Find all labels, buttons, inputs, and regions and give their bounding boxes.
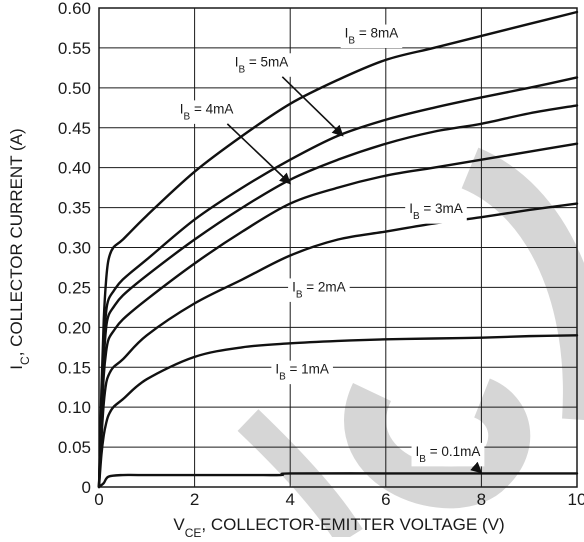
curve-label: IB = 3mA <box>409 201 463 222</box>
curve-label-background <box>405 200 467 224</box>
curve-label: IB = 0.1mA <box>416 444 481 465</box>
curve-label: IB = 5mA <box>235 54 289 75</box>
y-tick-label: 0.05 <box>58 438 91 457</box>
y-tick-label: 0.25 <box>58 278 91 297</box>
curve-label-background <box>230 53 293 77</box>
y-tick-label: 0.50 <box>58 79 91 98</box>
x-tick-label: 0 <box>94 490 103 509</box>
curve-label-group: IB = 1mA <box>271 360 333 385</box>
y-tick-label: 0.55 <box>58 39 91 58</box>
series-line-ib-1ma <box>97 334 579 489</box>
curve-labels: IB = 8mA IB = 5mA IB = 4mA IB = 3mA IB = 2mA… <box>175 24 485 474</box>
curve-label-background <box>288 278 350 302</box>
y-tick-label: 0.15 <box>58 358 91 377</box>
label-arrow <box>226 123 292 185</box>
y-tick-label: 0.30 <box>58 239 91 258</box>
series-line-ib-0p1ma <box>97 472 579 489</box>
curve-label-background <box>271 360 333 385</box>
y-tick-label: 0 <box>82 478 91 497</box>
x-tick-label: 6 <box>381 490 390 509</box>
curve-label-group: IB = 4mA <box>175 100 292 185</box>
watermark-arc-right <box>460 147 584 420</box>
x-tick-label: 4 <box>285 490 294 509</box>
watermark-arc-bottom <box>237 409 363 542</box>
curve-label-group: IB = 2mA <box>288 278 350 302</box>
curve-label: IB = 8mA <box>345 26 399 47</box>
curve-label-background <box>340 24 403 49</box>
series-line-ib-4ma <box>97 104 579 489</box>
curve-label: IB = 1mA <box>275 362 329 383</box>
curve-label-background <box>411 442 485 467</box>
series-line-ib-3ma <box>97 142 579 489</box>
curve-label-background <box>175 100 238 124</box>
y-tick-label: 0.45 <box>58 119 91 138</box>
x-tick-label: 2 <box>190 490 199 509</box>
x-tick-label: 10 <box>568 490 584 509</box>
plot-frame <box>98 7 578 488</box>
curves <box>97 10 579 489</box>
x-tick-label: 8 <box>477 490 486 509</box>
x-axis-title: VCE, COLLECTOR-EMITTER VOLTAGE (V) <box>173 515 504 537</box>
watermark-arc-lower <box>344 378 531 509</box>
watermark-logo <box>237 147 584 542</box>
label-arrow <box>281 76 344 137</box>
series-line-ib-8ma <box>97 10 579 489</box>
curve-label: IB = 2mA <box>292 279 346 300</box>
label-arrow <box>470 461 483 474</box>
y-tick-label: 0.10 <box>58 398 91 417</box>
y-tick-label: 0.60 <box>58 0 91 18</box>
grid <box>98 7 578 488</box>
curve-label-group: IB = 8mA <box>340 24 403 49</box>
curve-label: IB = 4mA <box>180 101 234 122</box>
y-tick-label: 0.20 <box>58 318 91 337</box>
curve-label-group: IB = 5mA <box>230 53 344 137</box>
tick-labels: 0 0.05 0.10 0.15 0.20 0.25 0.30 0.35 0.40 0.45 0.5… <box>58 0 584 509</box>
y-axis-title: IC, COLLECTOR CURRENT (A) <box>7 128 32 369</box>
curve-label-group: IB = 3mA <box>405 200 467 224</box>
y-tick-label: 0.40 <box>58 159 91 178</box>
series-line-ib-5ma <box>97 76 579 489</box>
curve-label-group: IB = 0.1mA <box>411 442 485 474</box>
y-tick-label: 0.35 <box>58 199 91 218</box>
